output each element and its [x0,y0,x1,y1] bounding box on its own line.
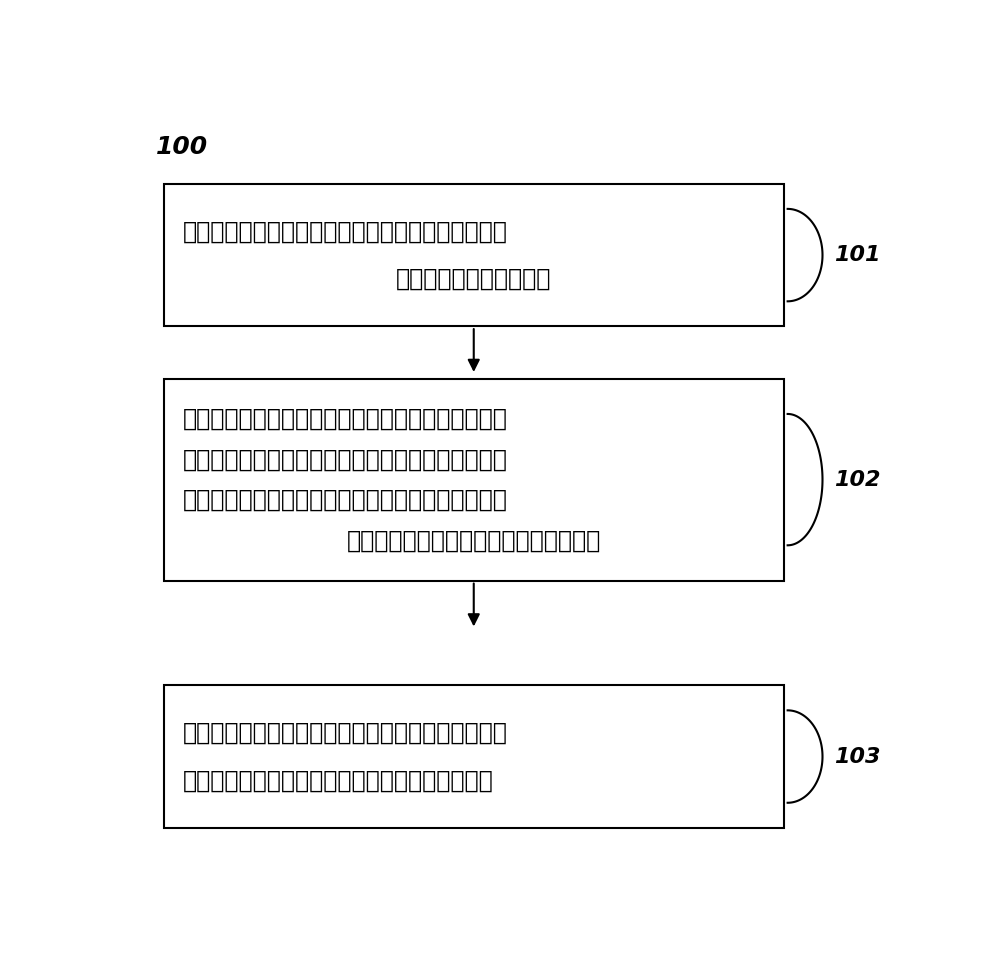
Text: 102: 102 [834,469,881,490]
Text: 降扭值以及第一电机当前支持的最大降扭值；其中，: 降扭值以及第一电机当前支持的最大降扭值；其中， [183,447,508,471]
Text: 若第一车轴对应的目标降扭值小于或等于最大降扭值: 若第一车轴对应的目标降扭值小于或等于最大降扭值 [183,721,508,745]
Text: 第一车轴对应的目标降扭值为用于使得第一车轮停止: 第一车轴对应的目标降扭值为用于使得第一车轮停止 [183,488,508,512]
Text: ，则控制第一电机降扭，以使得第一车轮停止打滑: ，则控制第一电机降扭，以使得第一车轮停止打滑 [183,768,494,792]
Text: 若驱动模式为混动模式，则获取第一车轴对应的目标: 若驱动模式为混动模式，则获取第一车轴对应的目标 [183,407,508,431]
Text: 101: 101 [834,245,881,265]
Bar [164,378,784,580]
Text: 100: 100 [156,135,208,159]
Text: 103: 103 [834,746,881,767]
Text: 确定车辆当前的驱动模式: 确定车辆当前的驱动模式 [396,266,551,291]
Bar [164,685,784,828]
Text: 打滑第一车轴的动力源所需降低的扭矩值: 打滑第一车轴的动力源所需降低的扭矩值 [347,528,601,552]
Bar [164,184,784,327]
Text: 若检测到第一车轮的滑移率大于预设的第一门限，则: 若检测到第一车轮的滑移率大于预设的第一门限，则 [183,220,508,243]
